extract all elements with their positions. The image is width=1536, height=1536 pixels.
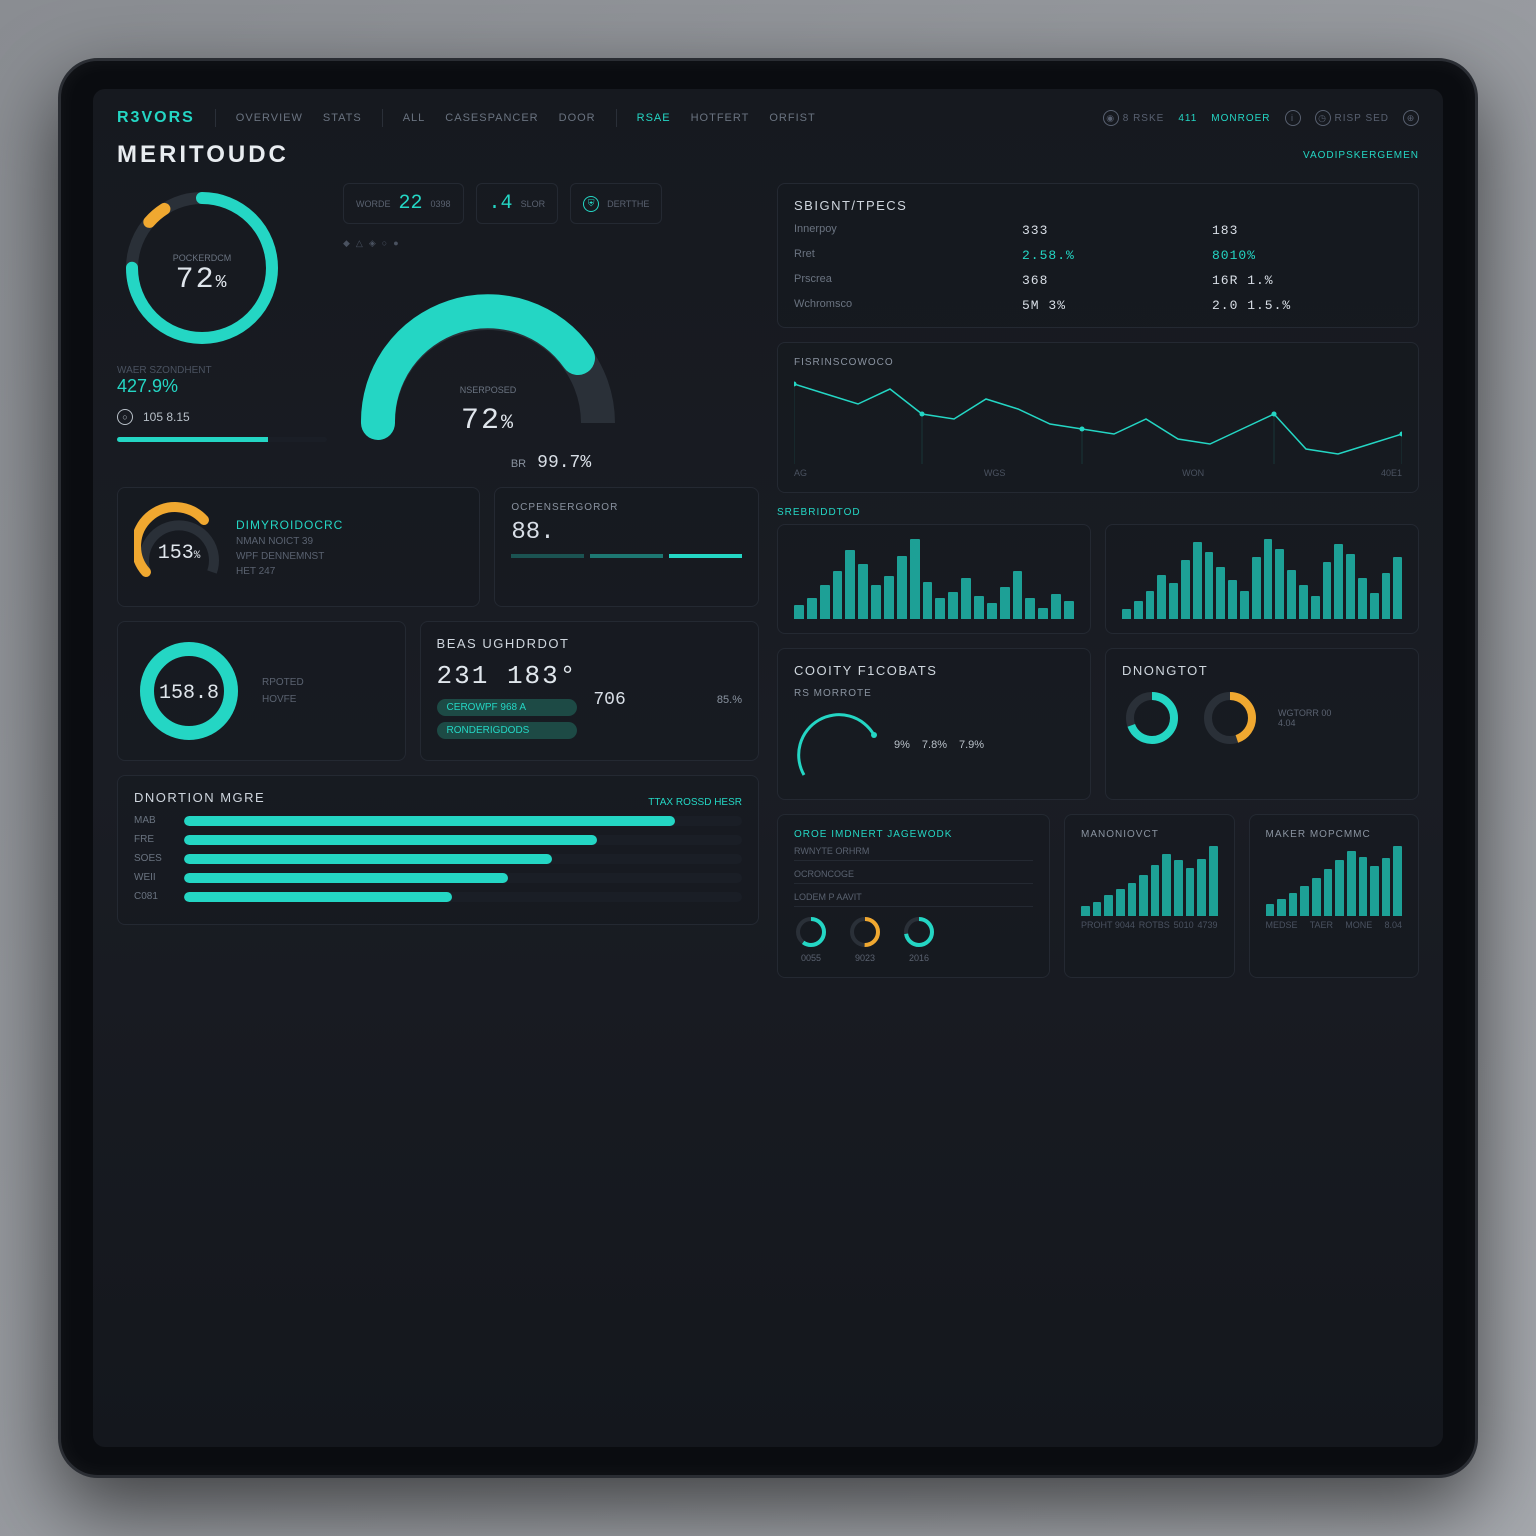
side-stat-1: 427.9% — [117, 376, 327, 397]
beas-panel: BEAS UGHDRDOT 231 183° CEROWPF 968 A RON… — [420, 621, 759, 761]
shield-icon: ⛨ — [583, 196, 599, 212]
page-subtitle: VAODIPSKERGEMEN — [1303, 150, 1419, 161]
spark-b: MAKER MOPCMMC MEDSE TAER MONE 8.04 — [1249, 814, 1419, 978]
kpi-2: .4 SLOR — [476, 183, 559, 224]
yellow-gauge-panel: 153% DIMYROIDOCRC NMAN NOICT 39 WPF DENN… — [117, 487, 480, 607]
spark-a: MANONIOVCT PROHT 9044 ROTBS 5010 4739 — [1064, 814, 1234, 978]
header-right: ◉8 RSKE 411 MONROER i ◷RISP SED ⊕ — [1103, 110, 1419, 126]
hbar-panel: DNORTION MGRE TTAX ROSSD HESR MABFRESOES… — [117, 775, 759, 925]
nav2-rsae[interactable]: RSAE — [637, 112, 671, 124]
svg-text:72%: 72% — [461, 404, 515, 438]
svg-text:NSERPOSED: NSERPOSED — [460, 385, 517, 395]
nav2-hotfert[interactable]: HOTFERT — [691, 112, 750, 124]
side-stat-2: 105 8.15 — [143, 410, 190, 424]
cooity-panel: COOITY F1COBATS RS MORROTE 9% 7.8% 7.9% — [777, 648, 1091, 800]
kpi-1: WORDE 22 0398 — [343, 183, 464, 224]
info-icon[interactable]: i — [1285, 110, 1301, 126]
brand: R3VORS — [117, 109, 195, 127]
clock-icon[interactable]: ◷ — [1315, 110, 1331, 126]
kpi-3: ⛨ DERTTHE — [570, 183, 662, 224]
page-title: MERITOUDC — [117, 141, 289, 169]
nav-stats[interactable]: STATS — [323, 112, 362, 124]
nav-door[interactable]: DOOR — [559, 112, 596, 124]
dnongtot-panel: DNONGTOT WGTORR 00 4.04 — [1105, 648, 1419, 800]
glyph-icon: △ — [356, 238, 363, 249]
nav-all[interactable]: ALL — [403, 112, 426, 124]
main-gauge: POCKERDCM 72% — [117, 183, 327, 353]
glyph-icon: ● — [393, 238, 398, 249]
ocpen-panel: OCPENSERGOROR 88. — [494, 487, 759, 607]
bar-panels: SREBRIDDTOD — [777, 507, 1419, 634]
line-chart: FISRINSCOWOCO AG WGS WON 40E1 — [777, 342, 1419, 493]
svg-text:153%: 153% — [158, 542, 201, 565]
glyph-icon: ○ — [382, 238, 387, 249]
ring-list-panel: 158.8 RPOTED HOVFE — [117, 621, 406, 761]
circle-icon: ○ — [117, 409, 133, 425]
header: R3VORS OVERVIEW STATS ALL CASESPANCER DO… — [117, 109, 1419, 135]
glyph-icon: ◈ — [369, 238, 376, 249]
side-progress — [117, 437, 268, 442]
nav2-orfist[interactable]: ORFIST — [769, 112, 815, 124]
signal-icon: ◉ — [1103, 110, 1119, 126]
svg-text:158.8: 158.8 — [159, 682, 219, 705]
svg-text:72%: 72% — [176, 263, 229, 297]
big-arc: NSERPOSED 72% BR 99.7% — [343, 263, 759, 473]
nav-overview[interactable]: OVERVIEW — [236, 112, 303, 124]
pill-1[interactable]: CEROWPF 968 A — [437, 699, 578, 716]
stat-table: SBIGNT/TPECS Innerpoy333183Rret2.58.%801… — [777, 183, 1419, 328]
footer-center: OROE IMDNERT JAGEWODK RWNYTE ORHRM OCRON… — [777, 814, 1050, 978]
nav-cases[interactable]: CASESPANCER — [445, 112, 538, 124]
svg-text:POCKERDCM: POCKERDCM — [173, 253, 232, 263]
glyph-icon: ◆ — [343, 238, 350, 249]
pill-2[interactable]: RONDERIGDODS — [437, 722, 578, 739]
globe-icon[interactable]: ⊕ — [1403, 110, 1419, 126]
